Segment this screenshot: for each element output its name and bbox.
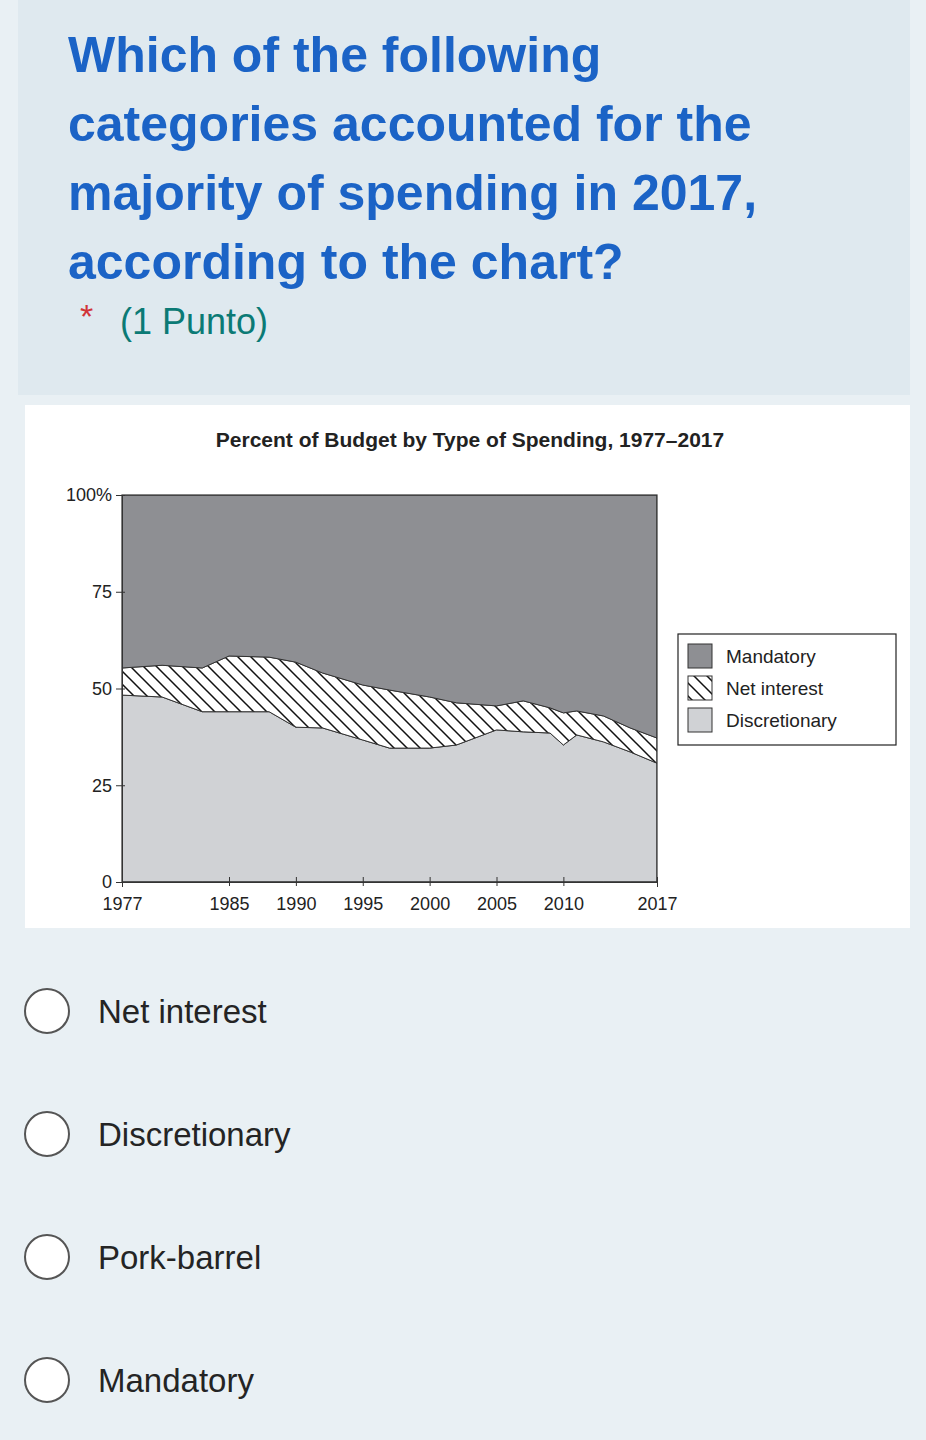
x-tick-mark bbox=[497, 877, 498, 886]
question-title: according to the chart? bbox=[68, 234, 624, 290]
radio-button[interactable] bbox=[25, 1235, 69, 1279]
legend-box bbox=[678, 634, 896, 745]
x-tick-label: 1990 bbox=[276, 894, 316, 914]
area-0 bbox=[122, 495, 657, 738]
legend: Mandatory Net interest Discretionary bbox=[678, 634, 896, 745]
legend-label: Discretionary bbox=[726, 710, 837, 731]
chart-background bbox=[25, 405, 910, 928]
points: (1 Punto) bbox=[120, 301, 268, 342]
legend-label: Mandatory bbox=[726, 646, 816, 667]
legend-label: Net interest bbox=[726, 678, 824, 699]
x-tick-label: 1995 bbox=[343, 894, 383, 914]
y-axis: 0 25 50 75 100% bbox=[66, 485, 125, 892]
y-tick: 50 bbox=[92, 679, 125, 699]
x-tick: 2010 bbox=[544, 877, 584, 914]
x-tick-mark bbox=[563, 877, 564, 886]
radio-button[interactable] bbox=[25, 989, 69, 1033]
x-tick-mark bbox=[229, 877, 230, 886]
question-panel bbox=[18, 0, 910, 395]
x-tick: 1995 bbox=[343, 877, 383, 914]
question-title: Which of the following bbox=[68, 27, 601, 83]
page: Which of the following categories account… bbox=[0, 0, 926, 1440]
y-tick: 25 bbox=[92, 776, 125, 796]
radio-button[interactable] bbox=[25, 1358, 69, 1402]
x-tick-mark bbox=[430, 877, 431, 886]
x-tick: 2005 bbox=[477, 877, 517, 914]
x-axis-line bbox=[123, 883, 658, 888]
y-tick-mark bbox=[116, 592, 125, 593]
x-tick-label: 2017 bbox=[637, 894, 677, 914]
legend-swatch bbox=[688, 644, 712, 668]
x-tick: 1977 bbox=[102, 877, 142, 914]
x-tick: 1985 bbox=[209, 877, 249, 914]
y-tick-label: 25 bbox=[92, 776, 112, 796]
x-tick-label: 2005 bbox=[477, 894, 517, 914]
option-label[interactable]: Mandatory bbox=[98, 1362, 254, 1399]
y-tick: 75 bbox=[92, 582, 125, 602]
x-tick-mark bbox=[122, 877, 123, 886]
page-background bbox=[0, 0, 926, 1440]
x-tick-label: 1985 bbox=[209, 894, 249, 914]
y-tick-mark bbox=[116, 785, 125, 786]
y-tick-label: 0 bbox=[102, 872, 112, 892]
question-title: categories accounted for the bbox=[68, 96, 752, 152]
x-axis: 1977 1985 1990 1995 2000 2005 2010 2017 bbox=[102, 877, 677, 914]
question-title: majority of spending in 2017, bbox=[68, 165, 757, 221]
x-tick-mark bbox=[296, 877, 297, 886]
y-tick-label: 100% bbox=[66, 485, 112, 505]
y-tick-mark bbox=[116, 495, 125, 496]
y-tick-label: 50 bbox=[92, 679, 112, 699]
option-label[interactable]: Discretionary bbox=[98, 1116, 291, 1153]
plot-area bbox=[122, 495, 657, 882]
legend-swatch bbox=[688, 708, 712, 732]
option-label[interactable]: Net interest bbox=[98, 993, 267, 1030]
x-tick-mark bbox=[657, 877, 658, 886]
y-tick: 0 bbox=[102, 872, 125, 892]
option-label[interactable]: Pork-barrel bbox=[98, 1239, 261, 1276]
chart-title: Percent of Budget by Type of Spending, 1… bbox=[216, 428, 724, 451]
y-tick-label: 75 bbox=[92, 582, 112, 602]
y-tick: 100% bbox=[66, 485, 125, 505]
x-tick: 1990 bbox=[276, 877, 316, 914]
legend-swatch bbox=[688, 676, 712, 700]
x-tick-label: 1977 bbox=[102, 894, 142, 914]
radio-button[interactable] bbox=[25, 1112, 69, 1156]
x-tick-label: 2010 bbox=[544, 894, 584, 914]
x-tick: 2000 bbox=[410, 877, 450, 914]
y-tick-mark bbox=[116, 689, 125, 690]
x-tick-label: 2000 bbox=[410, 894, 450, 914]
plot-frame bbox=[122, 495, 657, 882]
required-mark: * bbox=[80, 297, 93, 335]
x-tick-mark bbox=[363, 877, 364, 886]
chart: Percent of Budget by Type of Spending, 1… bbox=[25, 405, 910, 928]
x-tick: 2017 bbox=[637, 877, 677, 914]
